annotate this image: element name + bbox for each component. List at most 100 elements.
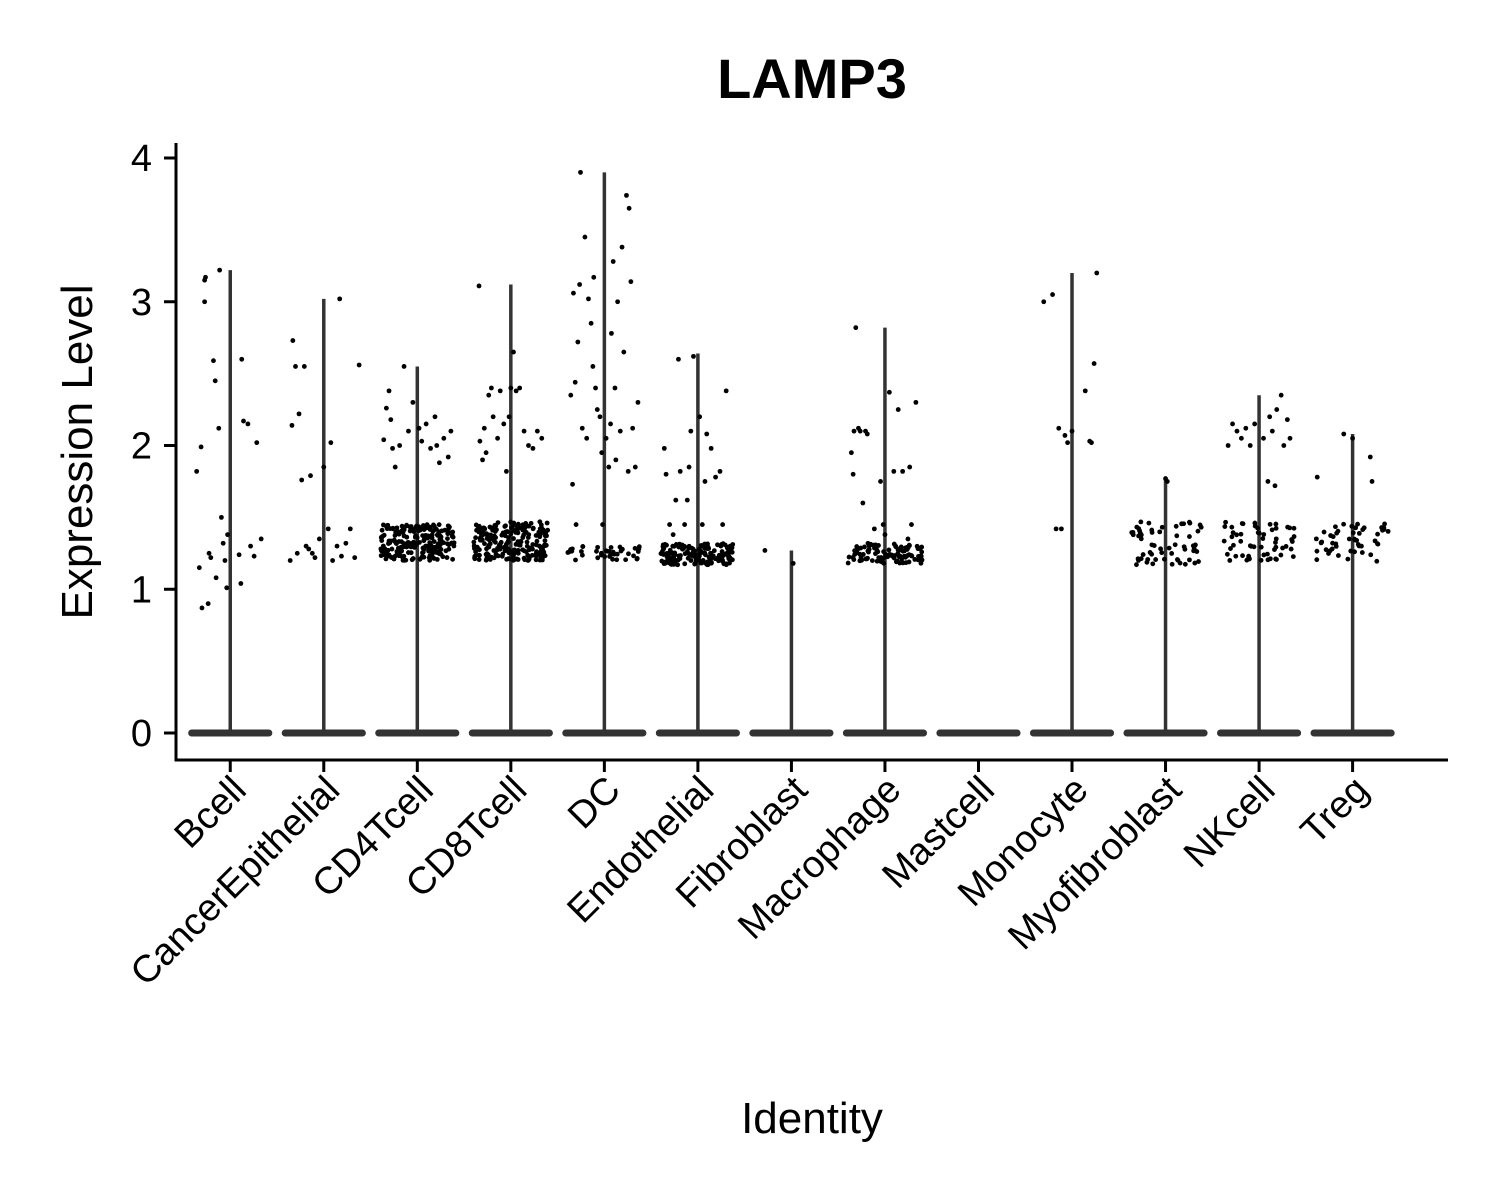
data-point [477, 438, 483, 444]
data-point [1375, 531, 1380, 537]
data-point [528, 520, 534, 526]
data-point [497, 388, 503, 394]
data-point [503, 523, 508, 529]
data-point [862, 544, 867, 550]
data-point [398, 548, 404, 554]
data-point [526, 443, 531, 448]
data-point [471, 539, 477, 545]
data-point [1145, 557, 1151, 562]
data-point [698, 543, 704, 548]
data-point [1323, 547, 1329, 553]
data-point [394, 530, 400, 536]
data-point [597, 414, 603, 420]
data-point [626, 551, 631, 557]
data-point [1278, 552, 1284, 558]
data-point [1138, 532, 1144, 538]
data-point [509, 525, 514, 531]
data-point [479, 537, 485, 543]
data-point [504, 529, 510, 534]
data-point [1138, 519, 1144, 525]
data-point [689, 545, 695, 551]
data-point [697, 414, 703, 420]
data-point [1269, 428, 1275, 434]
data-point [436, 522, 442, 528]
data-point [1341, 431, 1347, 437]
data-point [428, 445, 433, 451]
data-point [1335, 528, 1341, 534]
data-point [1255, 530, 1261, 536]
data-point [630, 425, 636, 431]
data-point [571, 290, 576, 296]
data-point [1385, 528, 1391, 534]
data-point [241, 418, 246, 424]
data-point [502, 548, 508, 554]
data-point [595, 555, 601, 561]
data-point [505, 538, 511, 544]
data-point [1341, 521, 1347, 527]
data-point [1269, 527, 1275, 533]
data-point [537, 557, 543, 563]
data-point [893, 559, 899, 565]
data-point [440, 554, 446, 560]
data-point [1313, 536, 1319, 542]
data-point [521, 428, 527, 434]
data-point [493, 523, 499, 529]
data-point [1314, 474, 1320, 480]
data-point [390, 525, 396, 531]
data-point [520, 535, 526, 540]
y-tick-label: 3 [131, 282, 152, 324]
data-point [299, 477, 305, 483]
data-point [328, 440, 334, 446]
data-point [900, 468, 906, 474]
data-point [543, 542, 549, 548]
data-point [613, 457, 619, 463]
data-point [1134, 524, 1140, 530]
data-point [858, 545, 864, 551]
data-point [495, 435, 500, 441]
data-point [542, 538, 548, 544]
data-point [1326, 551, 1331, 556]
data-point [670, 532, 676, 538]
data-point [1230, 421, 1235, 427]
data-point [610, 259, 616, 264]
violin-group-fibroblast [749, 548, 834, 737]
data-point [290, 338, 296, 343]
data-point [1281, 443, 1287, 448]
data-point [690, 550, 696, 555]
data-point [429, 532, 435, 538]
data-point [1238, 435, 1244, 441]
data-point [534, 538, 540, 544]
data-point [426, 555, 432, 561]
data-point [410, 556, 416, 561]
data-point [1161, 556, 1167, 562]
data-point [515, 550, 521, 556]
data-point [385, 522, 391, 528]
data-point [500, 551, 506, 557]
data-point [1222, 524, 1228, 530]
violin-group-cancerepithelial [281, 296, 366, 737]
data-point [1336, 553, 1341, 558]
data-point [476, 557, 482, 562]
data-point [623, 557, 629, 563]
data-point [599, 550, 604, 556]
data-point [1321, 529, 1327, 535]
data-point [404, 534, 410, 540]
data-point [330, 558, 336, 563]
data-point [608, 421, 613, 427]
data-point [1134, 562, 1139, 568]
data-point [301, 364, 307, 369]
violin-group-mastcell [936, 729, 1021, 737]
data-point [388, 417, 394, 423]
y-tick-label: 4 [131, 138, 152, 180]
data-point [677, 468, 683, 474]
data-point [1065, 440, 1070, 446]
data-point [1278, 392, 1284, 398]
data-point [857, 428, 863, 434]
data-point [537, 553, 543, 559]
data-point [720, 557, 725, 563]
data-point [1231, 542, 1236, 548]
data-point [706, 554, 712, 560]
data-point [347, 526, 353, 532]
